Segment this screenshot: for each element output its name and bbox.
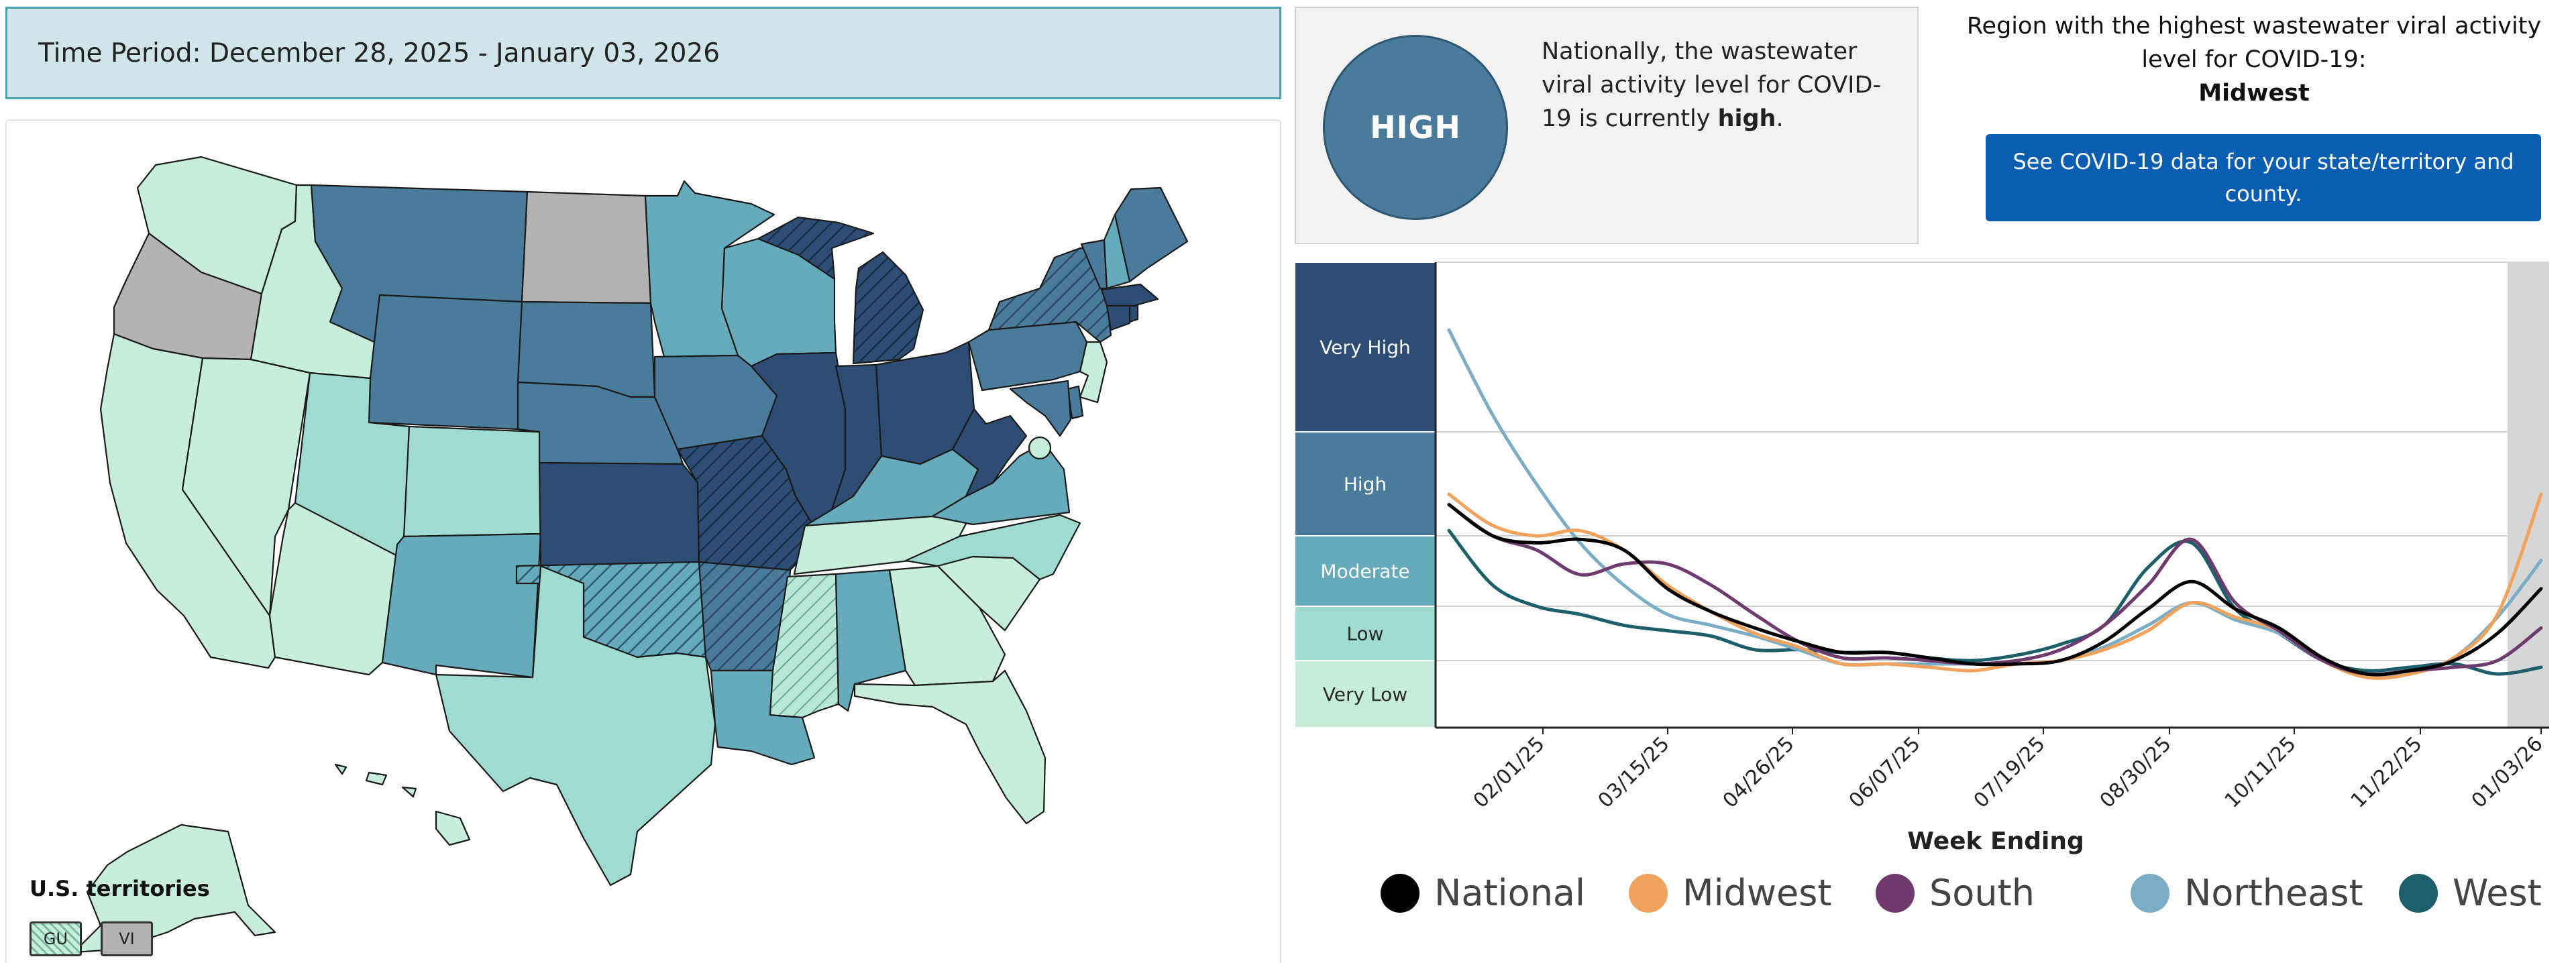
- highest-region-block: Region with the highest wastewater viral…: [1945, 9, 2563, 110]
- state-TX[interactable]: [435, 565, 716, 887]
- state-FL[interactable]: [853, 669, 1046, 825]
- national-text-after: .: [1776, 105, 1784, 132]
- legend-label: South: [1929, 872, 2035, 914]
- series-line-south: [1447, 503, 2543, 677]
- legend-item-west[interactable]: West: [2399, 872, 2542, 914]
- level-band-label: Very Low: [1323, 683, 1407, 705]
- highest-region-heading: Region with the highest wastewater viral…: [1966, 13, 2542, 73]
- legend-dot: [2131, 873, 2169, 913]
- state-NE[interactable]: [517, 381, 684, 465]
- legend-dot: [1876, 873, 1915, 913]
- state-data-button[interactable]: See COVID-19 data for your state/territo…: [1986, 134, 2541, 221]
- highest-region-name: Midwest: [2198, 80, 2310, 107]
- series-line-west: [1447, 528, 2543, 676]
- state-MA[interactable]: [1100, 283, 1159, 307]
- national-level-badge: HIGH: [1323, 35, 1508, 220]
- series-line-midwest: [1447, 492, 2543, 680]
- time-period-text: Time Period: December 28, 2025 - January…: [38, 38, 720, 68]
- level-bands: Very High High Moderate Low Very Low: [1295, 262, 1436, 728]
- legend-dot: [1381, 873, 1419, 913]
- state-MD[interactable]: [1009, 380, 1072, 437]
- state-DC[interactable]: [1028, 436, 1052, 460]
- national-level-card: HIGH Nationally, the wastewater viral ac…: [1295, 7, 1919, 244]
- legend-label: West: [2453, 872, 2542, 914]
- state-WY[interactable]: [368, 294, 523, 431]
- national-text-level: high: [1717, 105, 1776, 132]
- trend-line-chart: Very High High Moderate Low Very Low 02/01/2…: [1295, 262, 2549, 855]
- territory-gu[interactable]: GU: [30, 921, 82, 956]
- x-tick-label: 08/30/25: [2096, 732, 2176, 813]
- state-WV[interactable]: [951, 408, 1028, 498]
- x-tick-label: 03/15/25: [1594, 732, 1674, 813]
- state-MI[interactable]: [757, 216, 924, 365]
- state-RI[interactable]: [1128, 304, 1139, 323]
- state-AK[interactable]: [72, 824, 276, 954]
- legend-label: National: [1434, 872, 1586, 914]
- legend-item-south[interactable]: South: [1876, 872, 2035, 914]
- x-tick-label: 10/11/25: [2220, 732, 2301, 813]
- x-tick-label: 01/03/26: [2467, 732, 2548, 813]
- state-NM[interactable]: [381, 532, 542, 679]
- legend-item-midwest[interactable]: Midwest: [1629, 872, 1832, 914]
- chart-gridlines: [1436, 262, 2549, 661]
- legend-label: Northeast: [2184, 872, 2363, 914]
- level-band-label: Very High: [1320, 337, 1411, 359]
- state-HI[interactable]: [334, 763, 471, 846]
- legend-item-national[interactable]: National: [1381, 872, 1585, 914]
- legend-item-northeast[interactable]: Northeast: [2131, 872, 2363, 914]
- national-level-text: Nationally, the wastewater viral activit…: [1542, 35, 1897, 135]
- state-ME[interactable]: [1114, 186, 1189, 283]
- us-map-panel: U.S. territories GU VI: [5, 119, 1281, 963]
- legend-label: Midwest: [1682, 872, 1832, 914]
- x-tick-label: 07/19/25: [1970, 732, 2050, 813]
- x-axis-label: Week Ending: [1907, 828, 2084, 855]
- legend-dot: [2399, 873, 2438, 913]
- state-CT[interactable]: [1106, 304, 1131, 331]
- state-NJ[interactable]: [1079, 341, 1108, 404]
- state-ND[interactable]: [521, 190, 652, 304]
- state-CO[interactable]: [402, 425, 542, 538]
- recent-week-highlight: [2508, 262, 2549, 728]
- national-text-before: Nationally, the wastewater viral activit…: [1542, 38, 1882, 132]
- level-band-label: Moderate: [1320, 561, 1409, 583]
- state-NC[interactable]: [904, 514, 1081, 581]
- x-tick-label: 11/22/25: [2347, 732, 2427, 813]
- territories-title: U.S. territories: [30, 876, 210, 901]
- state-NV[interactable]: [181, 357, 311, 617]
- level-band: [1295, 262, 1436, 433]
- x-tick-label: 06/07/25: [1845, 732, 1925, 813]
- x-tick-label: 04/26/25: [1719, 732, 1799, 813]
- state-DE[interactable]: [1067, 385, 1084, 420]
- us-map: [72, 156, 1189, 954]
- time-period-banner: Time Period: December 28, 2025 - January…: [5, 7, 1281, 99]
- level-band-label: Low: [1346, 623, 1383, 645]
- chart-axes: [1434, 262, 2549, 729]
- legend-dot: [1629, 873, 1668, 913]
- state-KS[interactable]: [538, 461, 700, 567]
- x-tick-label: 02/01/25: [1469, 732, 1550, 813]
- level-band-label: High: [1344, 473, 1387, 496]
- state-PA[interactable]: [967, 321, 1088, 392]
- territory-vi[interactable]: VI: [101, 921, 153, 956]
- x-tick-labels: 02/01/25 03/15/25 04/26/25 06/07/25 07/19/25…: [1469, 728, 2548, 813]
- chart-series-lines: [1447, 328, 2543, 680]
- series-line-national: [1447, 503, 2543, 677]
